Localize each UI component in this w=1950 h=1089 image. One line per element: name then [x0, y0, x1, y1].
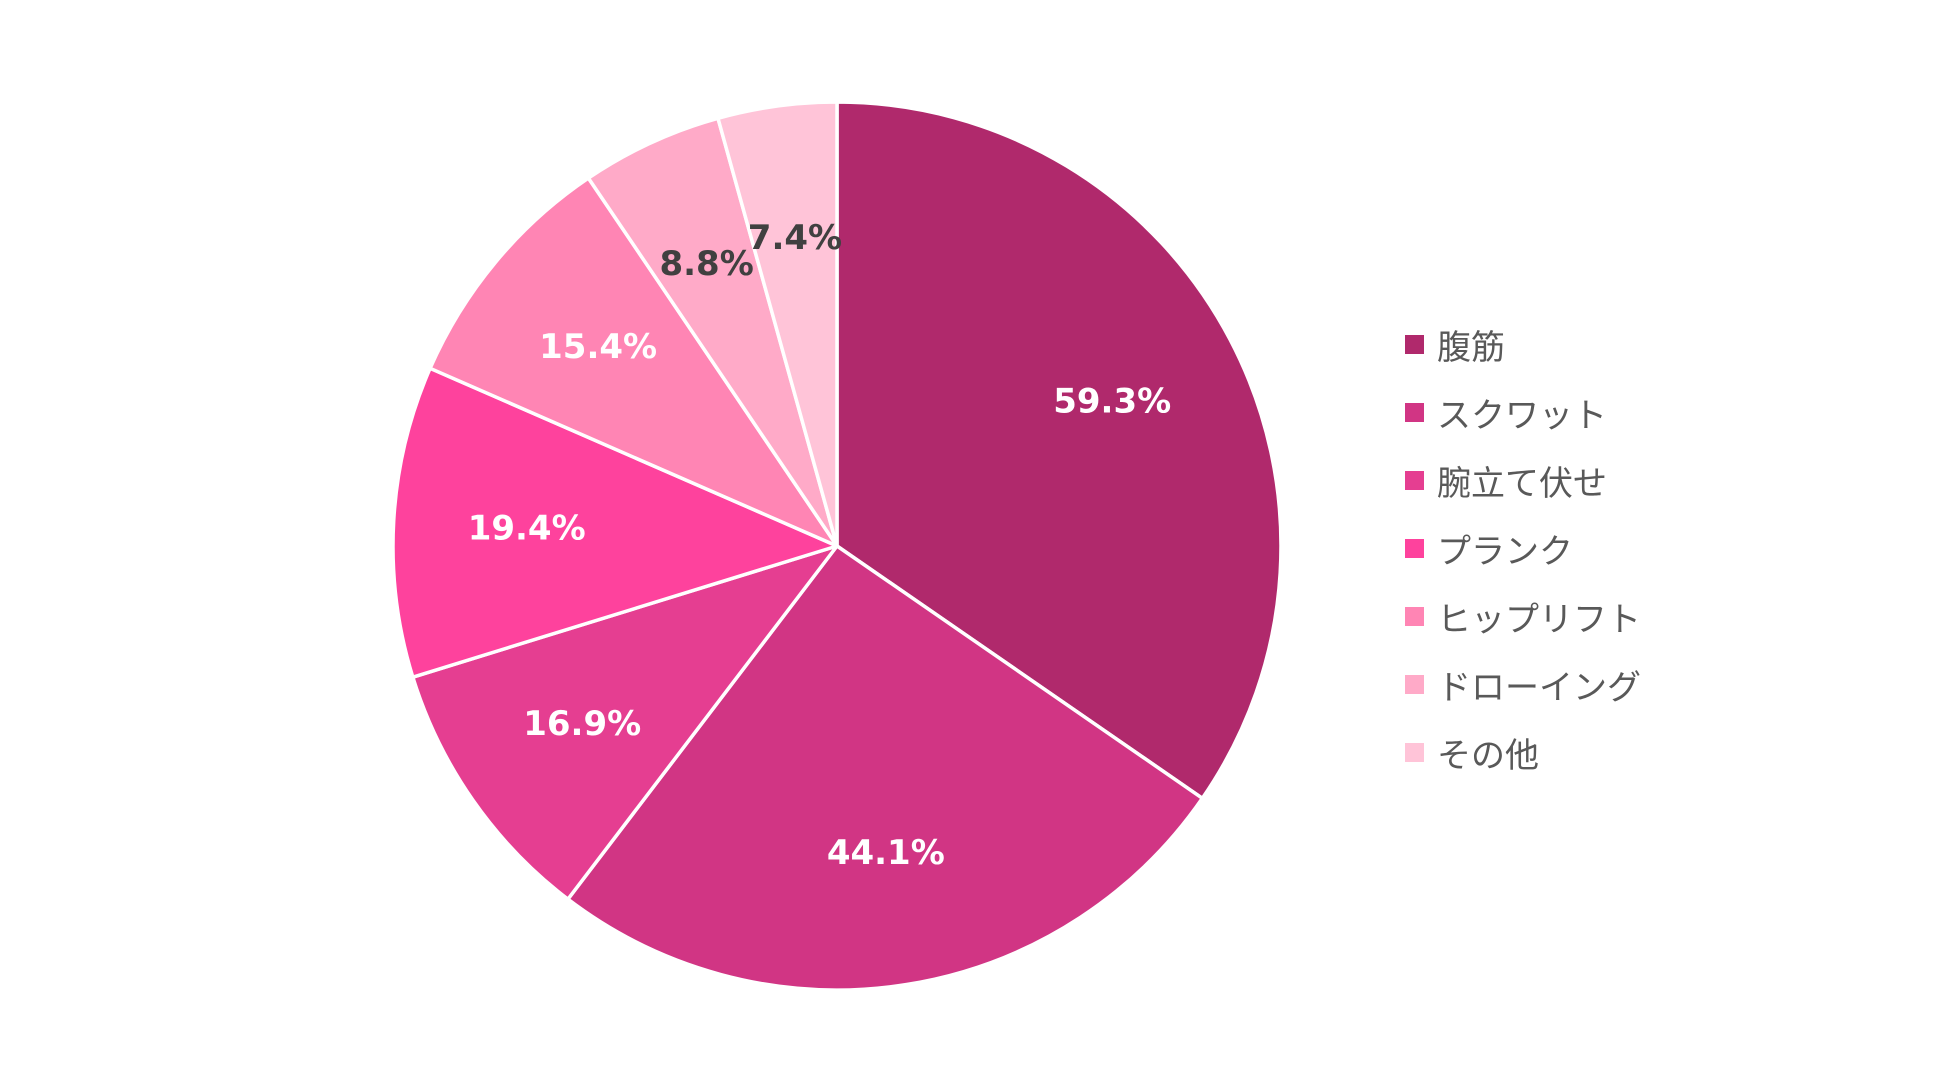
legend-label: 腕立て伏せ	[1437, 463, 1607, 504]
legend-item: 腹筋	[1405, 310, 1641, 378]
legend-swatch	[1405, 334, 1424, 354]
legend-label: ドローイング	[1437, 667, 1641, 708]
legend-label: スクワット	[1437, 395, 1607, 436]
pie-slice-2	[566, 544, 1205, 992]
legend-swatch	[1405, 538, 1424, 558]
slice-value-label-2: 44.1%	[827, 833, 945, 873]
pie-slice-7	[716, 100, 839, 548]
legend-swatch	[1405, 470, 1424, 490]
legend-label: 腹筋	[1437, 327, 1505, 368]
legend-swatch	[1405, 606, 1424, 626]
pie-slice-5	[428, 176, 839, 548]
legend-item: その他	[1405, 718, 1641, 786]
pie-slice-3	[411, 544, 839, 901]
slice-value-label-1: 59.3%	[1053, 382, 1171, 422]
chart-legend: 腹筋スクワット腕立て伏せプランクヒップリフト ドローイング その他	[1405, 310, 1641, 786]
pie-slice-4	[391, 366, 839, 679]
legend-item: スクワット	[1405, 378, 1641, 446]
legend-label: プランク	[1437, 531, 1573, 572]
legend-swatch	[1405, 742, 1424, 762]
legend-swatch	[1405, 402, 1424, 422]
slice-value-label-5: 15.4%	[539, 327, 657, 367]
legend-swatch	[1405, 674, 1424, 694]
legend-label: ヒップリフト	[1437, 599, 1641, 640]
pie-slices	[391, 100, 1283, 992]
slice-value-label-3: 16.9%	[523, 704, 641, 744]
pie-slice-6	[586, 116, 839, 548]
pie-slice-1	[835, 100, 1283, 801]
legend-item: 腕立て伏せ	[1405, 446, 1641, 514]
legend-item: ドローイング	[1405, 650, 1641, 718]
slice-value-label-7: 7.4%	[748, 218, 842, 258]
pie-value-labels: 59.3% 44.1% 16.9% 19.4% 15.4% 8.8%7.4%	[468, 218, 1171, 873]
slice-value-label-4: 19.4%	[468, 509, 586, 549]
legend-item: ヒップリフト	[1405, 582, 1641, 650]
slice-value-label-6: 8.8%	[659, 244, 753, 284]
legend-label: その他	[1437, 735, 1539, 776]
legend-item: プランク	[1405, 514, 1641, 582]
